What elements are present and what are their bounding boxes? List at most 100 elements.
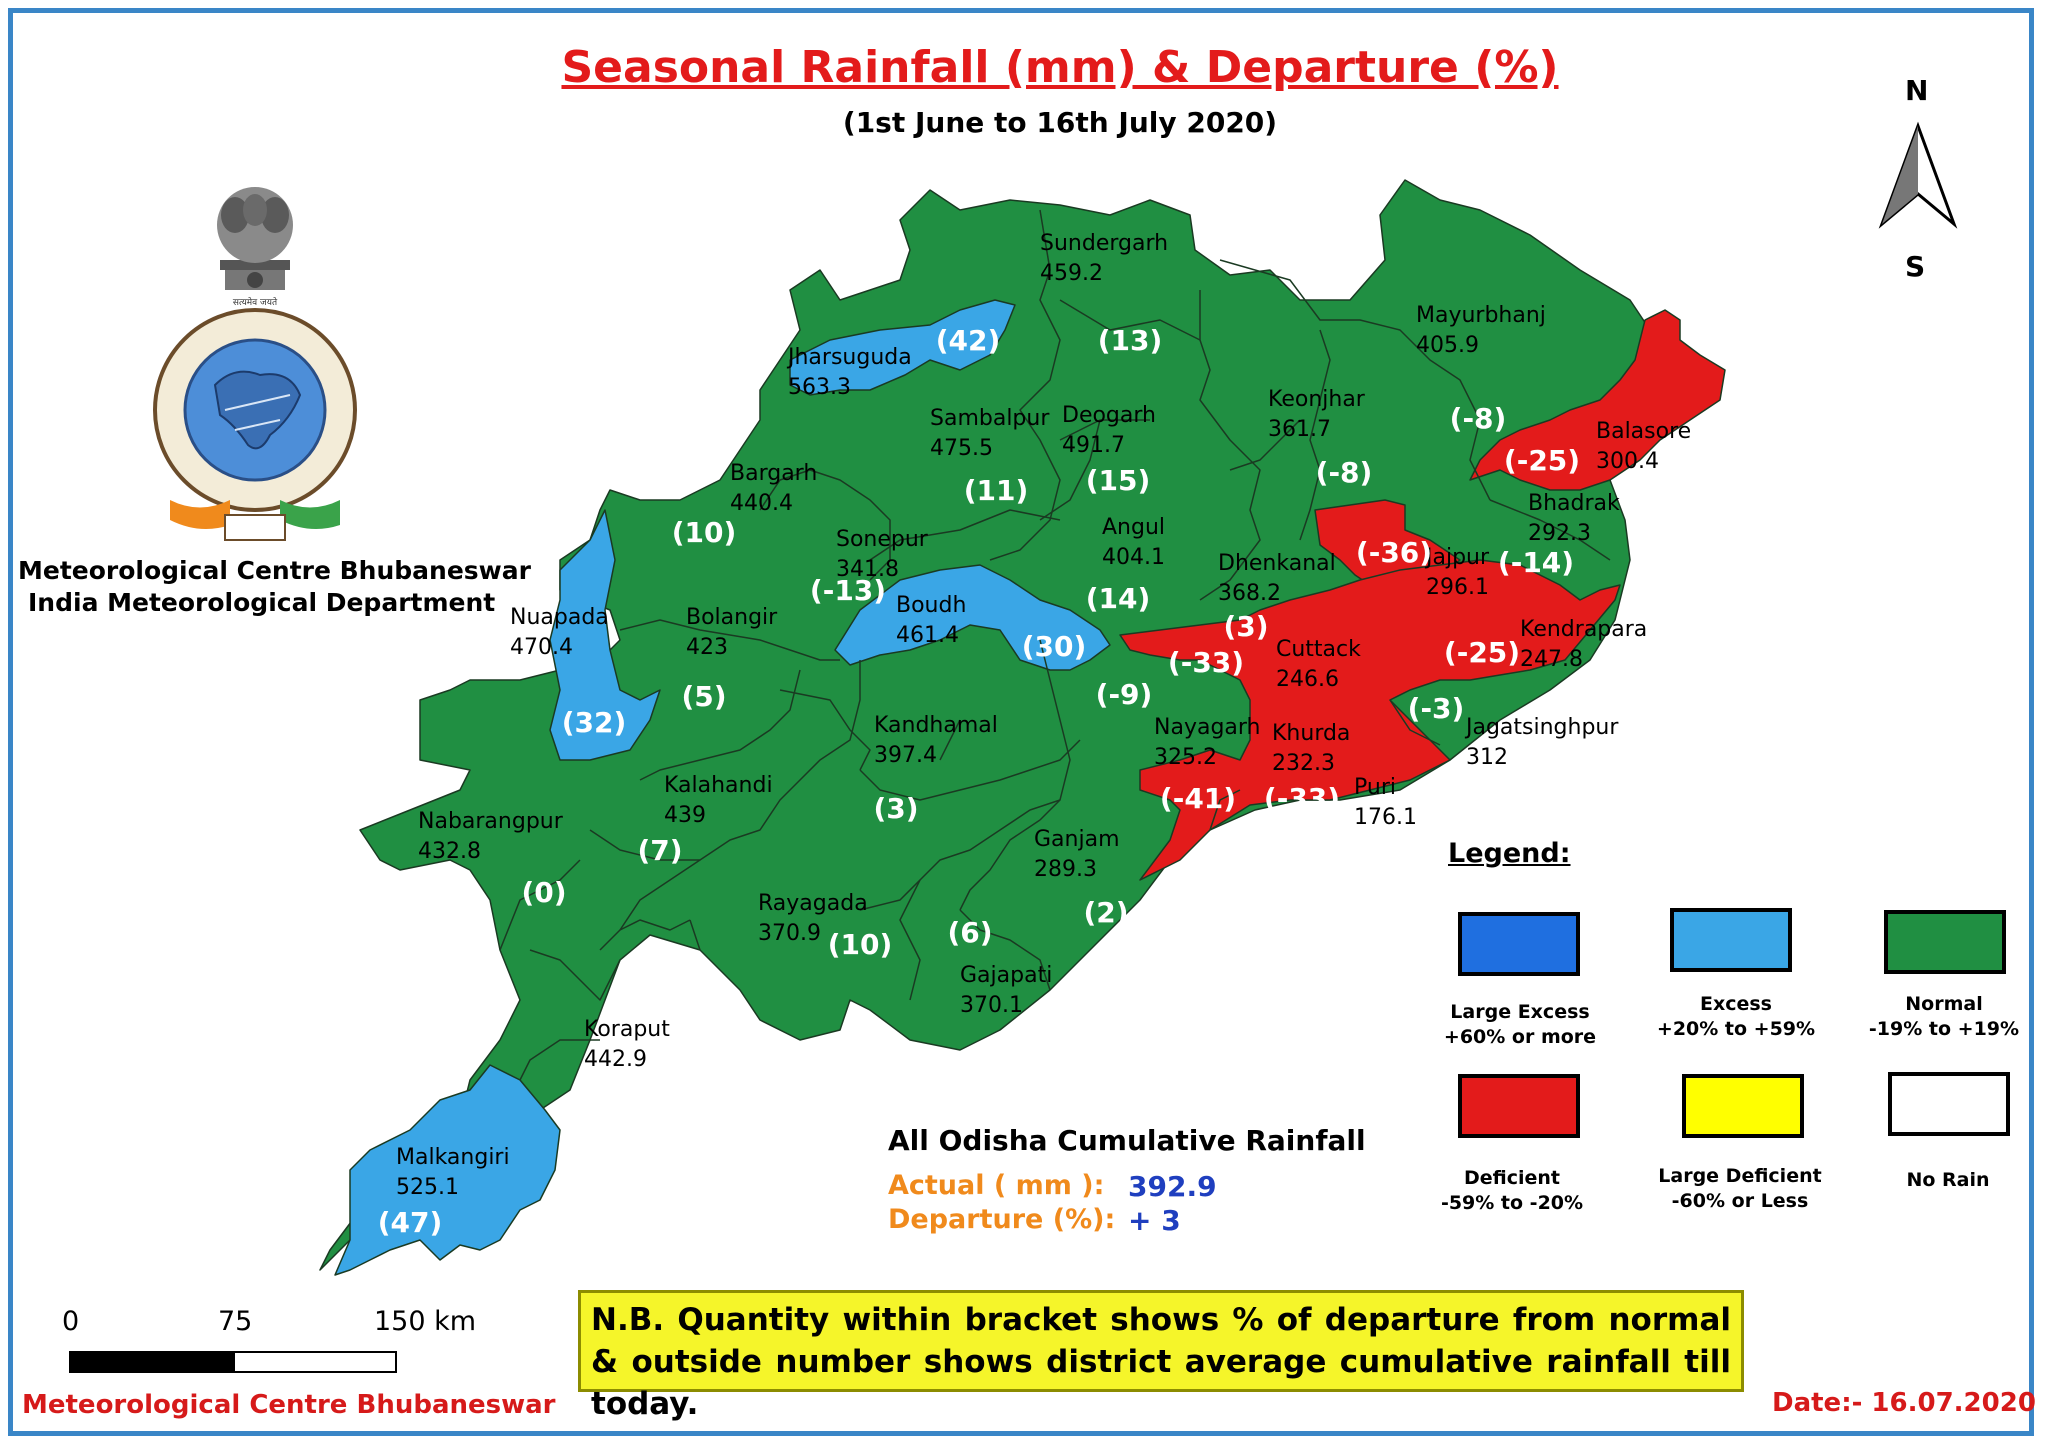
- district-rainfall-keonjhar: 361.7: [1268, 417, 1331, 442]
- legend-swatch-large-excess: [1458, 912, 1580, 976]
- svg-text:सत्यमेव जयते: सत्यमेव जयते: [233, 296, 278, 308]
- district-name-keonjhar: Keonjhar: [1268, 387, 1366, 412]
- district-departure-bhadrak: (-14): [1498, 546, 1574, 579]
- district-region-jharsuguda: [789, 299, 1016, 396]
- district-region-nuapada: [549, 509, 661, 761]
- district-name-khurda: Khurda: [1272, 721, 1350, 746]
- district-name-mayurbhanj: Mayurbhanj: [1416, 303, 1546, 328]
- map-subtitle: (1st June to 16th July 2020): [842, 106, 1278, 139]
- district-departure-jagatsinghpur: (-3): [1408, 692, 1465, 725]
- district-departure-angul: (14): [1086, 582, 1151, 615]
- district-name-nuapada: Nuapada: [510, 605, 609, 630]
- district-departure-bolangir: (5): [681, 680, 726, 713]
- legend-swatch-excess: [1670, 908, 1792, 972]
- district-departure-mayurbhanj: (-8): [1450, 402, 1507, 435]
- district-departure-cuttack: (-33): [1168, 646, 1244, 679]
- district-name-kandhamal: Kandhamal: [874, 713, 998, 738]
- legend-label-large-excess: Large Excess +60% or more: [1443, 1001, 1597, 1048]
- district-rainfall-jagatsinghpur: 312: [1466, 745, 1508, 770]
- district-rainfall-ganjam: 289.3: [1034, 857, 1097, 882]
- district-departure-bargarh: (10): [672, 516, 737, 549]
- district-departure-khurda: (-33): [1264, 782, 1340, 815]
- district-departure-jajpur: (-36): [1356, 536, 1432, 569]
- district-departure-kendrapara: (-25): [1444, 636, 1520, 669]
- district-rainfall-mayurbhanj: 405.9: [1416, 333, 1479, 358]
- district-rainfall-nayagarh: 325.2: [1154, 745, 1217, 770]
- district-region-cuttack-khurda-puri: [1119, 559, 1621, 881]
- district-region-malkangiri: [334, 1064, 561, 1276]
- district-rainfall-nabarangpur: 432.8: [418, 839, 481, 864]
- district-departure-ganjam: (2): [1083, 896, 1128, 929]
- district-departure-sundergarh: (13): [1098, 324, 1163, 357]
- scale-bar: [69, 1351, 397, 1373]
- district-name-angul: Angul: [1102, 515, 1165, 540]
- map-title: Seasonal Rainfall (mm) & Departure (%): [561, 42, 1559, 93]
- district-rainfall-kandhamal: 397.4: [874, 743, 937, 768]
- district-departure-sonepur: (-13): [810, 574, 886, 607]
- district-name-puri: Puri: [1354, 775, 1396, 800]
- district-rainfall-cuttack: 246.6: [1276, 667, 1339, 692]
- note-box: N.B. Quantity within bracket shows % of …: [578, 1290, 1744, 1422]
- actual-value: 392.9: [1128, 1170, 1217, 1203]
- district-departure-keonjhar: (-8): [1316, 456, 1373, 489]
- district-rainfall-puri: 176.1: [1354, 805, 1417, 830]
- district-rainfall-kendrapara: 247.8: [1520, 647, 1583, 672]
- district-departure-kalahandi: (7): [637, 834, 682, 867]
- district-rainfall-koraput: 442.9: [584, 1047, 647, 1072]
- district-rainfall-deogarh: 491.7: [1062, 433, 1125, 458]
- legend-swatch-normal: [1884, 910, 2006, 974]
- legend-label-normal: Normal -19% to +19%: [1868, 993, 2020, 1040]
- legend-label-large-deficient: Large Deficient -60% or Less: [1658, 1165, 1822, 1212]
- district-name-jajpur: Jajpur: [1424, 545, 1490, 570]
- departure-value: + 3: [1128, 1204, 1181, 1237]
- district-departure-kandhamal: (3): [873, 792, 918, 825]
- legend-label-deficient: Deficient -59% to -20%: [1440, 1167, 1584, 1214]
- footer-date: Date:- 16.07.2020: [1772, 1388, 2036, 1418]
- district-rainfall-sundergarh: 459.2: [1040, 261, 1103, 286]
- departure-label: Departure (%):: [888, 1204, 1116, 1235]
- district-name-sonepur: Sonepur: [836, 527, 929, 552]
- district-rainfall-rayagada: 370.9: [758, 921, 821, 946]
- district-name-nayagarh: Nayagarh: [1154, 715, 1261, 740]
- scale-label-zero: 0: [62, 1306, 80, 1337]
- district-departure-boudh: (30): [1022, 630, 1087, 663]
- district-name-dhenkanal: Dhenkanal: [1218, 551, 1336, 576]
- district-name-sambalpur: Sambalpur: [930, 406, 1050, 431]
- imd-logo-icon: [153, 308, 357, 541]
- district-name-jagatsinghpur: Jagatsinghpur: [1464, 715, 1619, 740]
- district-rainfall-khurda: 232.3: [1272, 751, 1335, 776]
- national-emblem-icon: सत्यमेव जयते: [217, 187, 293, 308]
- district-borders: [499, 209, 1611, 1081]
- district-name-rayagada: Rayagada: [758, 891, 868, 916]
- district-rainfall-gajapati: 370.1: [960, 993, 1023, 1018]
- district-name-koraput: Koraput: [584, 1017, 670, 1042]
- district-rainfall-jajpur: 296.1: [1426, 575, 1489, 600]
- district-name-kendrapara: Kendrapara: [1520, 617, 1647, 642]
- district-name-cuttack: Cuttack: [1276, 637, 1361, 662]
- district-departure-nayagarh: (-9): [1096, 678, 1153, 711]
- district-name-gajapati: Gajapati: [960, 963, 1052, 988]
- district-name-malkangiri: Malkangiri: [396, 1145, 510, 1170]
- district-region-balasore: [1469, 309, 1726, 491]
- district-rainfall-bargarh: 440.4: [730, 491, 793, 516]
- district-name-bargarh: Bargarh: [730, 461, 817, 486]
- district-rainfall-nuapada: 470.4: [510, 635, 573, 660]
- district-name-sundergarh: Sundergarh: [1040, 231, 1168, 256]
- south-label: S: [1905, 250, 1926, 283]
- legend-swatch-large-deficient: [1682, 1074, 1804, 1138]
- district-name-balasore: Balasore: [1596, 419, 1691, 444]
- district-departure-deogarh: (15): [1086, 464, 1151, 497]
- district-rainfall-jharsuguda: 563.3: [788, 375, 851, 400]
- district-departure-koraput: (13): [626, 1082, 691, 1115]
- map-frame: [8, 8, 2034, 1436]
- imd-emblem-logo: सत्यमेव जयते: [153, 187, 357, 541]
- district-name-deogarh: Deogarh: [1062, 403, 1156, 428]
- scale-label-end: 150 km: [374, 1306, 477, 1337]
- footer-org: Meteorological Centre Bhubaneswar: [22, 1390, 556, 1420]
- district-name-boudh: Boudh: [896, 593, 966, 618]
- district-rainfall-balasore: 300.4: [1596, 449, 1659, 474]
- district-name-jharsuguda: Jharsuguda: [786, 345, 912, 370]
- district-departure-nabarangpur: (0): [521, 876, 566, 909]
- district-departure-dhenkanal: (3): [1223, 610, 1268, 643]
